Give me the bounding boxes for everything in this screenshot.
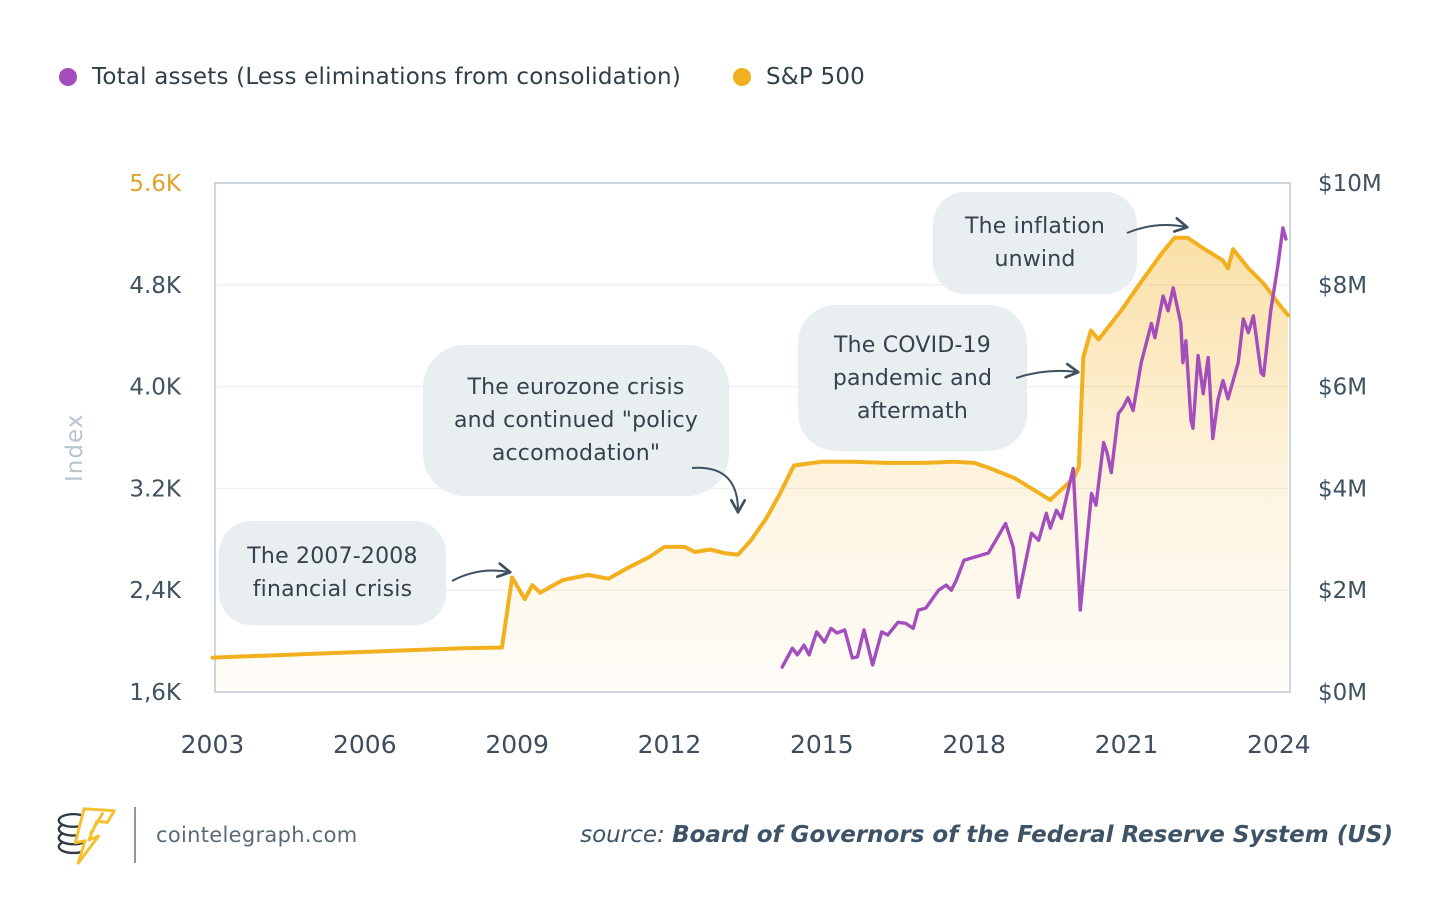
annotation-callout-0: The 2007-2008 financial crisis <box>219 521 446 625</box>
x-axis-tick: 2012 <box>638 730 702 759</box>
series-line-total-assets <box>780 226 1288 669</box>
legend-label-total-assets: Total assets (Less eliminations from con… <box>92 64 681 90</box>
x-axis-tick: 2021 <box>1095 730 1159 759</box>
left-axis-tick: 4.8K <box>129 273 182 299</box>
source-prefix: source: <box>580 822 665 848</box>
right-axis-tick: $8M <box>1318 273 1367 299</box>
right-axis-tick: $2M <box>1318 578 1367 604</box>
left-axis-tick: 1,6K <box>129 680 182 706</box>
legend-item-total-assets: Total assets (Less eliminations from con… <box>59 64 681 90</box>
legend-dot-total-assets-icon <box>59 68 77 86</box>
left-axis-tick: 4.0K <box>129 375 182 401</box>
legend-dot-sp500-icon <box>733 68 751 86</box>
series-area-0 <box>212 237 1288 692</box>
source-name: Board of Governors of the Federal Reserv… <box>672 822 1393 848</box>
right-axis-tick: $0M <box>1318 680 1367 706</box>
footer-divider <box>134 807 136 863</box>
annotation-callout-3: The inflation unwind <box>933 192 1137 294</box>
chart-legend: Total assets (Less eliminations from con… <box>59 64 865 90</box>
x-axis-tick: 2003 <box>181 730 245 759</box>
left-axis-tick: 3.2K <box>129 476 182 502</box>
x-axis-tick: 2006 <box>333 730 397 759</box>
left-axis-title: Index <box>62 414 88 482</box>
left-axis-tick: 5.6K <box>129 171 182 197</box>
brand-url[interactable]: cointelegraph.com <box>156 823 358 847</box>
legend-item-sp500: S&P 500 <box>733 64 865 90</box>
right-axis-tick: $6M <box>1318 375 1367 401</box>
x-axis-tick: 2018 <box>942 730 1006 759</box>
x-axis-tick: 2009 <box>485 730 549 759</box>
annotation-callout-1: The eurozone crisis and continued "polic… <box>423 345 729 496</box>
cointelegraph-logo-icon <box>57 807 116 865</box>
right-axis-tick: $10M <box>1318 171 1382 197</box>
left-axis-tick: 2,4K <box>129 578 182 604</box>
lightning-bolt-icon <box>73 807 116 865</box>
annotation-callout-2: The COVID-19 pandemic and aftermath <box>798 305 1027 451</box>
legend-label-sp500: S&P 500 <box>766 64 866 90</box>
x-axis-tick: 2015 <box>790 730 854 759</box>
footer: cointelegraph.com source: Board of Gover… <box>52 796 1393 874</box>
source-attribution: source: Board of Governors of the Federa… <box>580 822 1393 848</box>
series-line-sp500 <box>210 235 1290 660</box>
x-axis-tick: 2024 <box>1247 730 1311 759</box>
right-axis-tick: $4M <box>1318 476 1367 502</box>
